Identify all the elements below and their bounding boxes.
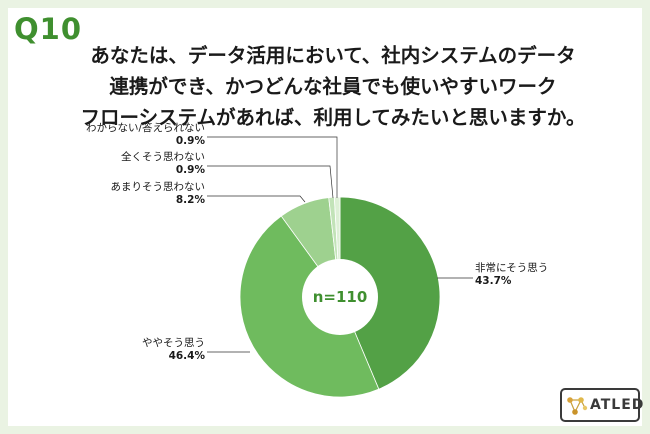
slice-label: 非常にそう思う	[475, 261, 548, 274]
question-line: 連携ができ、かつどんな社員でも使いやすいワーク	[109, 75, 557, 98]
question-text: あなたは、データ活用において、社内システムのデータ 連携ができ、かつどんな社員で…	[78, 40, 588, 133]
slice-value-label: 46.4%	[169, 350, 206, 362]
logo-mark-icon	[567, 397, 588, 415]
slice-label: 全くそう思わない	[121, 150, 205, 163]
slice-label: ややそう思う	[142, 337, 205, 349]
question-line: フローシステムがあれば、利用してみたいと思いますか。	[80, 106, 586, 129]
leader-line	[207, 195, 306, 203]
slice-value-label: 8.2%	[176, 194, 206, 206]
slice-value-label: 43.7%	[475, 275, 512, 287]
donut-hole	[302, 259, 378, 335]
question-number: Q10	[14, 12, 83, 46]
atled-logo: ATLED	[560, 388, 643, 422]
sample-size-label: n=110	[313, 288, 368, 306]
pie-slice	[339, 196, 441, 390]
slice-value-label: 0.9%	[176, 135, 206, 147]
question-line: あなたは、データ活用において、社内システムのデータ	[90, 44, 576, 67]
leader-line	[207, 136, 338, 198]
slice-label: わからない/答えられない	[86, 121, 205, 134]
slice-label: あまりそう思わない	[111, 181, 206, 193]
logo-text: ATLED	[590, 397, 645, 413]
leader-line	[207, 165, 334, 199]
slice-value-label: 0.9%	[176, 164, 206, 176]
